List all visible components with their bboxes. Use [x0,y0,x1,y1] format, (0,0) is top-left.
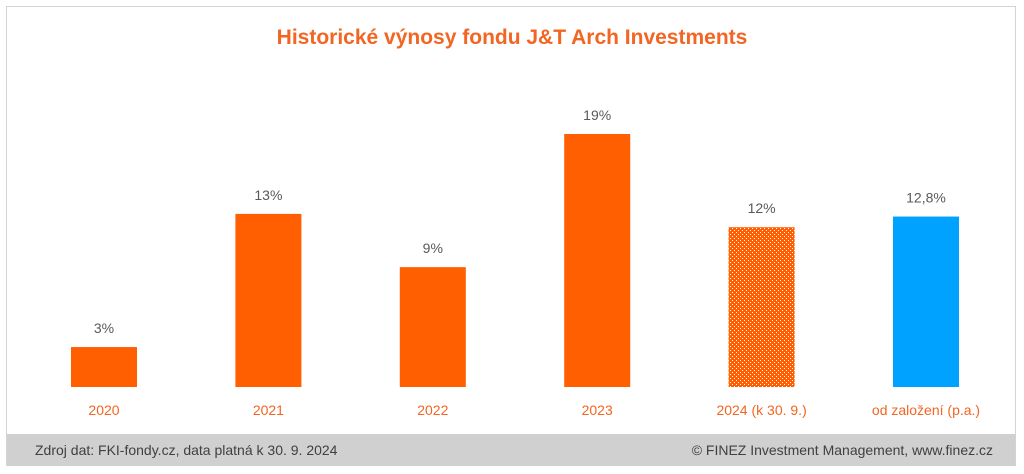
data-label-4: 19% [583,107,611,123]
bar-6 [893,216,959,387]
bar-1 [71,347,137,387]
category-label-3: 2022 [417,402,448,418]
bar-2 [235,213,302,387]
category-label-5: 2024 (k 30. 9.) [716,402,806,418]
data-label-6: 12,8% [906,190,946,206]
footer-bar: Zdroj dat: FKI-fondy.cz, data platná k 3… [7,434,1015,466]
category-label-4: 2023 [582,402,613,418]
data-label-3: 9% [423,240,443,256]
data-label-1: 3% [94,320,114,336]
chart-title: Historické výnosy fondu J&T Arch Investm… [276,26,748,49]
bar-3 [399,267,466,387]
category-label-1: 2020 [88,402,119,418]
data-label-2: 13% [254,187,282,203]
data-label-5: 12% [748,200,776,216]
footer-source: Zdroj dat: FKI-fondy.cz, data platná k 3… [35,442,338,458]
chart-frame [6,6,1016,466]
footer-copyright: © FINEZ Investment Management, www.finez… [691,442,993,458]
bar-5 [728,227,795,387]
category-label-2: 2021 [253,402,284,418]
category-label-6: od založení (p.a.) [872,402,980,418]
bar-4 [564,134,631,387]
